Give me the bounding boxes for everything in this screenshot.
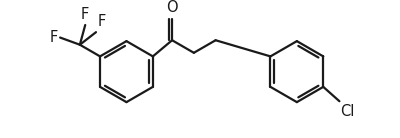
Text: F: F [98,14,106,30]
Text: F: F [81,7,89,22]
Text: F: F [49,30,58,45]
Text: Cl: Cl [340,104,355,119]
Text: O: O [166,0,178,15]
